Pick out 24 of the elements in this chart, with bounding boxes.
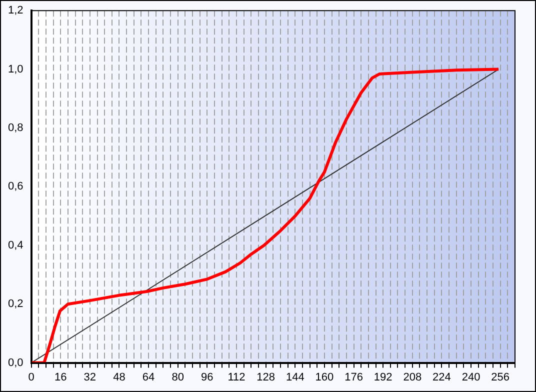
x-tick-label: 112: [228, 371, 246, 384]
x-tick-label: 256: [491, 371, 510, 384]
y-tick-label: 1,2: [8, 4, 24, 17]
x-tick-label: 96: [201, 371, 214, 384]
x-tick-label: 144: [286, 371, 304, 384]
x-tick-label: 128: [256, 371, 275, 384]
y-tick-label: 0,4: [8, 239, 24, 252]
x-tick-label: 192: [374, 371, 392, 384]
x-tick-label: 32: [84, 371, 96, 384]
y-tick-label: 1,0: [8, 63, 24, 76]
x-tick-label: 160: [315, 371, 334, 384]
x-tick-label: 80: [172, 371, 184, 384]
x-tick-label: 240: [462, 371, 480, 384]
x-tick-label: 208: [403, 371, 422, 384]
x-tick-label: 176: [344, 371, 363, 384]
y-tick-label: 0,0: [8, 356, 24, 369]
y-tick-label: 0,6: [8, 180, 24, 193]
x-tick-label: 0: [28, 371, 34, 384]
x-tick-label: 48: [113, 371, 126, 384]
x-tick-label: 16: [54, 371, 67, 384]
y-tick-label: 0,8: [8, 122, 24, 134]
x-tick-label: 64: [142, 371, 155, 384]
y-tick-label: 0,2: [8, 298, 24, 310]
x-tick-label: 224: [432, 371, 451, 384]
